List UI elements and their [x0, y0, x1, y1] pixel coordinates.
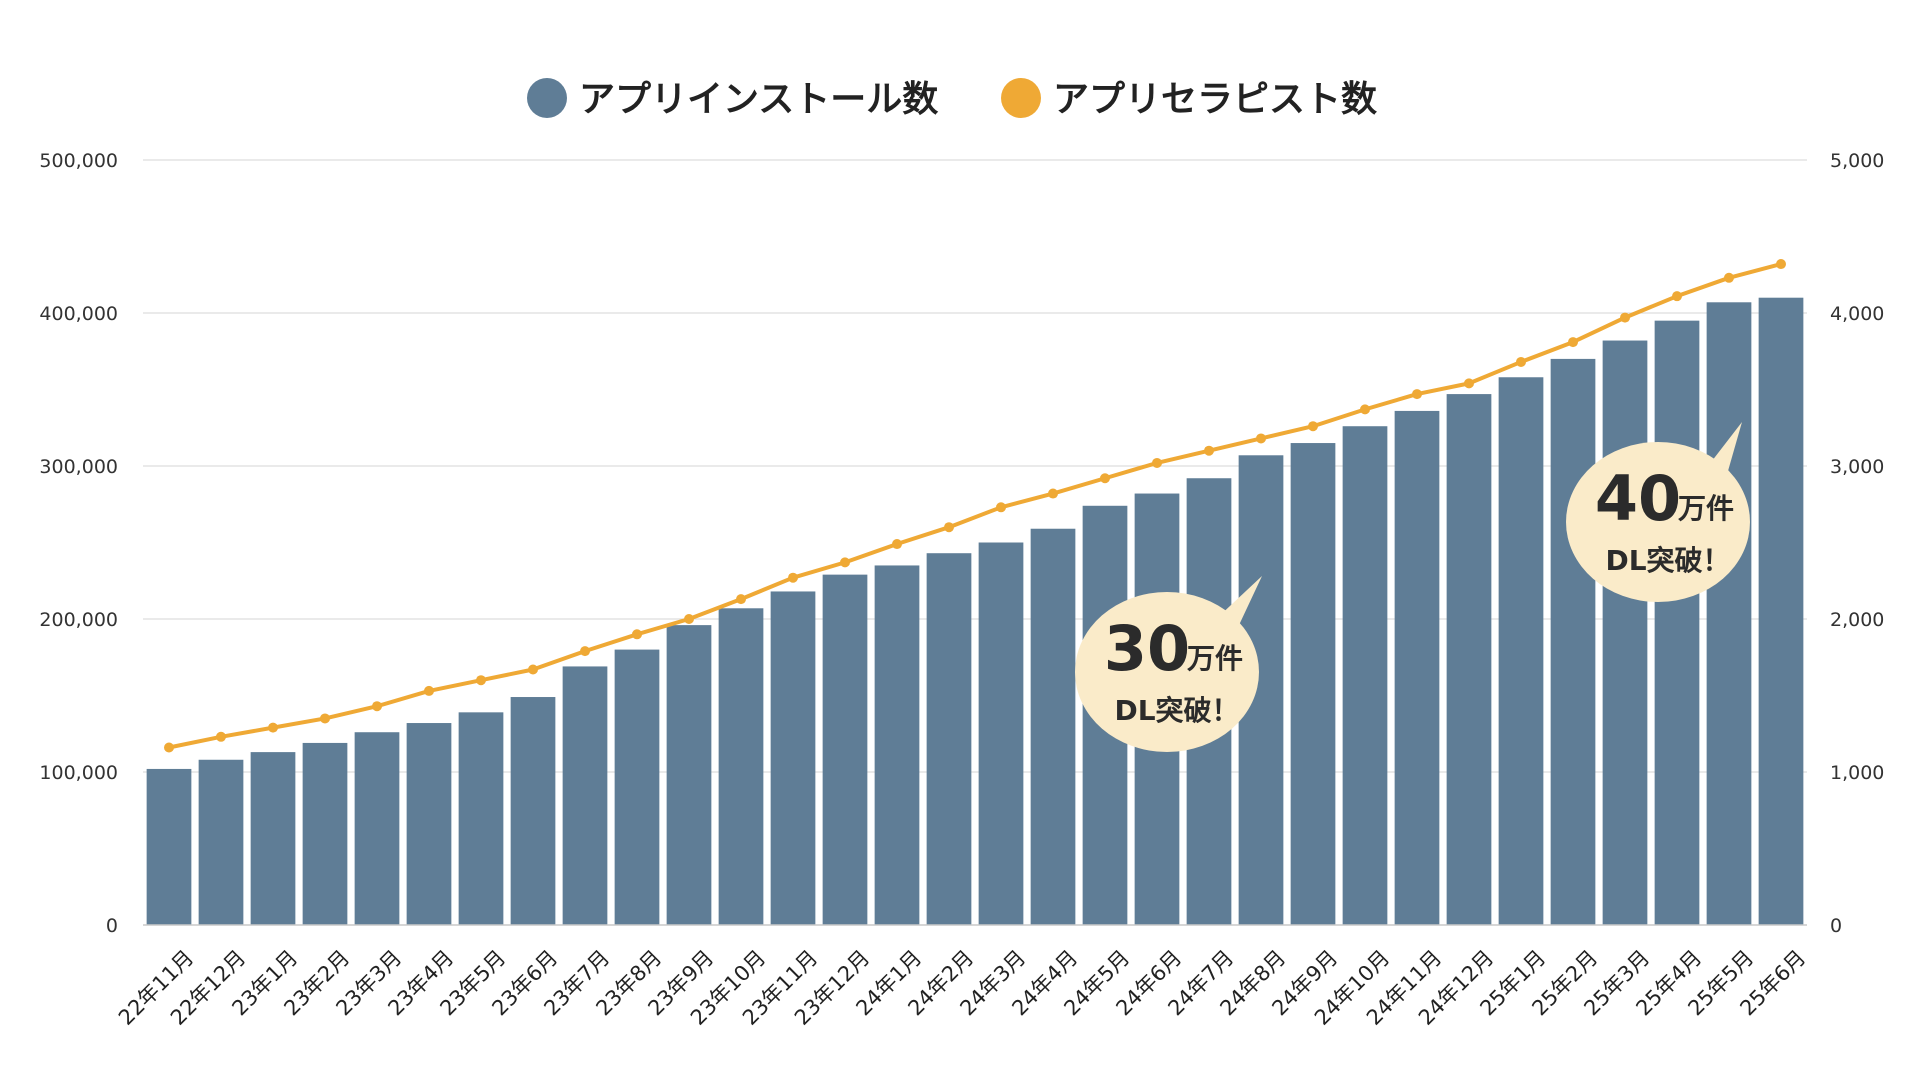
line-point	[1412, 389, 1422, 400]
right-y-axis: 0 1,000 2,000 3,000 4,000 5,000	[1830, 150, 1884, 937]
bar	[354, 732, 400, 925]
bar	[1290, 443, 1336, 925]
bar	[1654, 320, 1700, 925]
callout-number: 40	[1595, 462, 1681, 535]
line-point	[1724, 272, 1734, 283]
line-point	[1620, 312, 1630, 323]
bar	[1550, 358, 1596, 925]
right-y-tick-label: 5,000	[1830, 150, 1884, 172]
bar	[874, 565, 920, 925]
bar	[1602, 340, 1648, 925]
callout-unit: 万件	[1187, 642, 1243, 675]
legend-label: アプリセラピスト数	[1053, 79, 1377, 120]
line-point	[944, 522, 954, 533]
line-point	[1204, 445, 1214, 456]
callout-unit: 万件	[1678, 492, 1734, 525]
line-point	[892, 539, 902, 550]
line-point	[1256, 433, 1266, 444]
callout-number: 30	[1104, 612, 1190, 685]
line-path	[168, 262, 1782, 750]
line-point	[996, 502, 1006, 513]
line-point	[476, 675, 486, 686]
bar	[1030, 528, 1076, 925]
bar	[562, 666, 608, 925]
left-y-tick-label: 100,000	[39, 762, 118, 784]
callout-subtext: DL突破！	[1114, 694, 1239, 727]
line-point	[840, 557, 850, 568]
bar	[1446, 394, 1492, 926]
callout-subtext: DL突破！	[1605, 544, 1730, 577]
line-point	[372, 701, 382, 712]
left-y-tick-label: 200,000	[39, 609, 118, 631]
left-y-tick-label: 300,000	[39, 456, 118, 478]
left-y-tick-label: 0	[106, 915, 118, 937]
bar	[1706, 302, 1752, 925]
bar	[666, 625, 712, 925]
line-point	[1568, 337, 1578, 348]
left-y-axis: 0 100,000 200,000 300,000 400,000 500,000	[39, 150, 118, 937]
legend: アプリインストール数 アプリセラピスト数	[527, 78, 1377, 120]
left-y-tick-label: 500,000	[39, 150, 118, 172]
bar	[406, 723, 452, 925]
bar	[198, 759, 244, 925]
bar	[302, 742, 348, 925]
line-point	[788, 572, 798, 583]
line-point	[1048, 488, 1058, 499]
legend-swatch	[1001, 78, 1041, 118]
right-y-tick-label: 1,000	[1830, 762, 1884, 784]
x-axis: 22年11月22年12月23年1月23年2月23年3月23年4月23年5月23年…	[114, 924, 1810, 1030]
line-point	[424, 685, 434, 696]
line-point	[1360, 404, 1370, 415]
bar	[1758, 297, 1804, 925]
legend-swatch	[527, 78, 567, 118]
right-y-tick-label: 2,000	[1830, 609, 1884, 631]
line-point	[320, 713, 330, 724]
line-point	[736, 594, 746, 605]
line-point	[1464, 378, 1474, 389]
line-point	[528, 664, 538, 675]
line-point	[1100, 473, 1110, 484]
right-y-tick-label: 0	[1830, 915, 1842, 937]
bar	[510, 697, 556, 925]
line-point	[1776, 259, 1786, 270]
callout-body	[1566, 442, 1750, 602]
legend-label: アプリインストール数	[579, 79, 938, 120]
line-point	[1516, 356, 1526, 367]
right-y-tick-label: 4,000	[1830, 303, 1884, 325]
line-point	[632, 629, 642, 640]
bar	[718, 608, 764, 925]
line-point	[164, 742, 174, 753]
line-point	[1152, 457, 1162, 468]
bar	[822, 574, 868, 925]
bar	[614, 649, 660, 925]
line-series	[164, 259, 1786, 753]
bar	[926, 553, 972, 925]
line-point	[1308, 421, 1318, 432]
line-point	[1672, 291, 1682, 302]
line-point	[684, 614, 694, 624]
right-y-tick-label: 3,000	[1830, 456, 1884, 478]
line-point	[216, 731, 226, 742]
line-point	[268, 722, 278, 733]
bar	[250, 752, 296, 925]
callout-body	[1075, 592, 1259, 752]
bar	[1498, 377, 1544, 925]
bar-series	[146, 297, 1804, 926]
bar	[978, 542, 1024, 925]
bar	[770, 591, 816, 925]
bar	[146, 768, 192, 925]
left-y-tick-label: 400,000	[39, 303, 118, 325]
line-point	[580, 646, 590, 657]
bar	[1342, 426, 1388, 925]
bar	[1394, 410, 1440, 925]
bar	[458, 712, 504, 925]
